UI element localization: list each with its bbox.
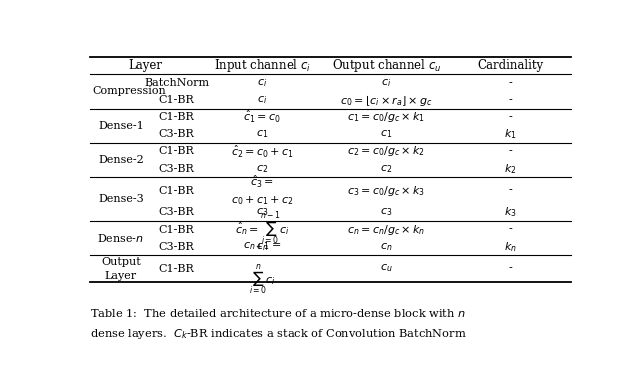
- Text: C3-BR: C3-BR: [159, 164, 195, 174]
- Text: $c_0 = \lfloor c_i \times r_a \rfloor \times g_c$: $c_0 = \lfloor c_i \times r_a \rfloor \t…: [340, 92, 433, 108]
- Text: $\hat{c}_1 = c_0$: $\hat{c}_1 = c_0$: [243, 109, 281, 125]
- Text: C3-BR: C3-BR: [159, 207, 195, 218]
- Text: -: -: [508, 78, 512, 88]
- Text: $c_i$: $c_i$: [257, 77, 268, 89]
- Text: $k_2$: $k_2$: [504, 162, 516, 175]
- Text: Dense-3: Dense-3: [98, 194, 144, 204]
- Text: Table 1:  The detailed architecture of a micro-dense block with $n$: Table 1: The detailed architecture of a …: [90, 307, 466, 318]
- Text: $k_1$: $k_1$: [504, 127, 516, 141]
- Text: $c_i$: $c_i$: [257, 94, 268, 106]
- Text: Input channel $c_i$: Input channel $c_i$: [214, 57, 311, 74]
- Text: $c_2 = c_0/g_c \times k_2$: $c_2 = c_0/g_c \times k_2$: [348, 144, 426, 158]
- Text: Dense-$n$: Dense-$n$: [97, 232, 145, 244]
- Text: C1-BR: C1-BR: [159, 95, 195, 105]
- Text: $c_3$: $c_3$: [256, 207, 268, 218]
- Text: C1-BR: C1-BR: [159, 186, 195, 196]
- Text: Compression: Compression: [92, 86, 166, 97]
- Text: -: -: [508, 112, 512, 122]
- Text: $c_n$: $c_n$: [380, 241, 392, 252]
- Text: C1-BR: C1-BR: [159, 224, 195, 235]
- Text: $c_i$: $c_i$: [381, 77, 392, 89]
- Text: $k_3$: $k_3$: [504, 205, 516, 219]
- Text: $c_3$: $c_3$: [380, 207, 392, 218]
- Text: Output
Layer: Output Layer: [101, 257, 141, 280]
- Text: C1-BR: C1-BR: [159, 147, 195, 157]
- Text: Dense-2: Dense-2: [98, 155, 144, 165]
- Text: $c_1 = c_0/g_c \times k_1$: $c_1 = c_0/g_c \times k_1$: [348, 110, 426, 124]
- Text: dense layers.  $C_k$-BR indicates a stack of Convolution BatchNorm: dense layers. $C_k$-BR indicates a stack…: [90, 327, 467, 341]
- Text: $c_3 = c_0/g_c \times k_3$: $c_3 = c_0/g_c \times k_3$: [348, 183, 426, 197]
- Text: -: -: [508, 224, 512, 235]
- Text: $c_n$: $c_n$: [256, 241, 269, 252]
- Text: Output channel $c_u$: Output channel $c_u$: [332, 57, 441, 74]
- Text: $c_1$: $c_1$: [256, 128, 268, 140]
- Text: -: -: [508, 263, 512, 274]
- Text: $\hat{c}_3 =$
$c_0 + c_1 + c_2$: $\hat{c}_3 =$ $c_0 + c_1 + c_2$: [231, 174, 293, 207]
- Text: $c_{n+1} =$
$\sum_{i=0}^{n} c_i$: $c_{n+1} =$ $\sum_{i=0}^{n} c_i$: [243, 240, 282, 297]
- Text: Dense-1: Dense-1: [98, 121, 144, 131]
- Text: $\hat{c}_2 = c_0 + c_1$: $\hat{c}_2 = c_0 + c_1$: [231, 143, 294, 160]
- Text: C1-BR: C1-BR: [159, 263, 195, 274]
- Text: C3-BR: C3-BR: [159, 242, 195, 252]
- Text: C1-BR: C1-BR: [159, 112, 195, 122]
- Text: C3-BR: C3-BR: [159, 129, 195, 139]
- Text: $c_2$: $c_2$: [256, 163, 268, 175]
- Text: Layer: Layer: [129, 59, 163, 72]
- Text: $c_1$: $c_1$: [380, 128, 392, 140]
- Text: -: -: [508, 186, 512, 196]
- Text: $k_n$: $k_n$: [504, 240, 516, 254]
- Text: BatchNorm: BatchNorm: [144, 78, 209, 88]
- Text: -: -: [508, 147, 512, 157]
- Text: $\hat{c}_n = \sum_{i=0}^{n-1} c_i$: $\hat{c}_n = \sum_{i=0}^{n-1} c_i$: [235, 211, 290, 248]
- Text: $c_n = c_n/g_c \times k_n$: $c_n = c_n/g_c \times k_n$: [347, 222, 426, 236]
- Text: $c_2$: $c_2$: [380, 163, 392, 175]
- Text: Cardinality: Cardinality: [477, 59, 543, 72]
- Text: $c_u$: $c_u$: [380, 263, 392, 274]
- Text: -: -: [508, 95, 512, 105]
